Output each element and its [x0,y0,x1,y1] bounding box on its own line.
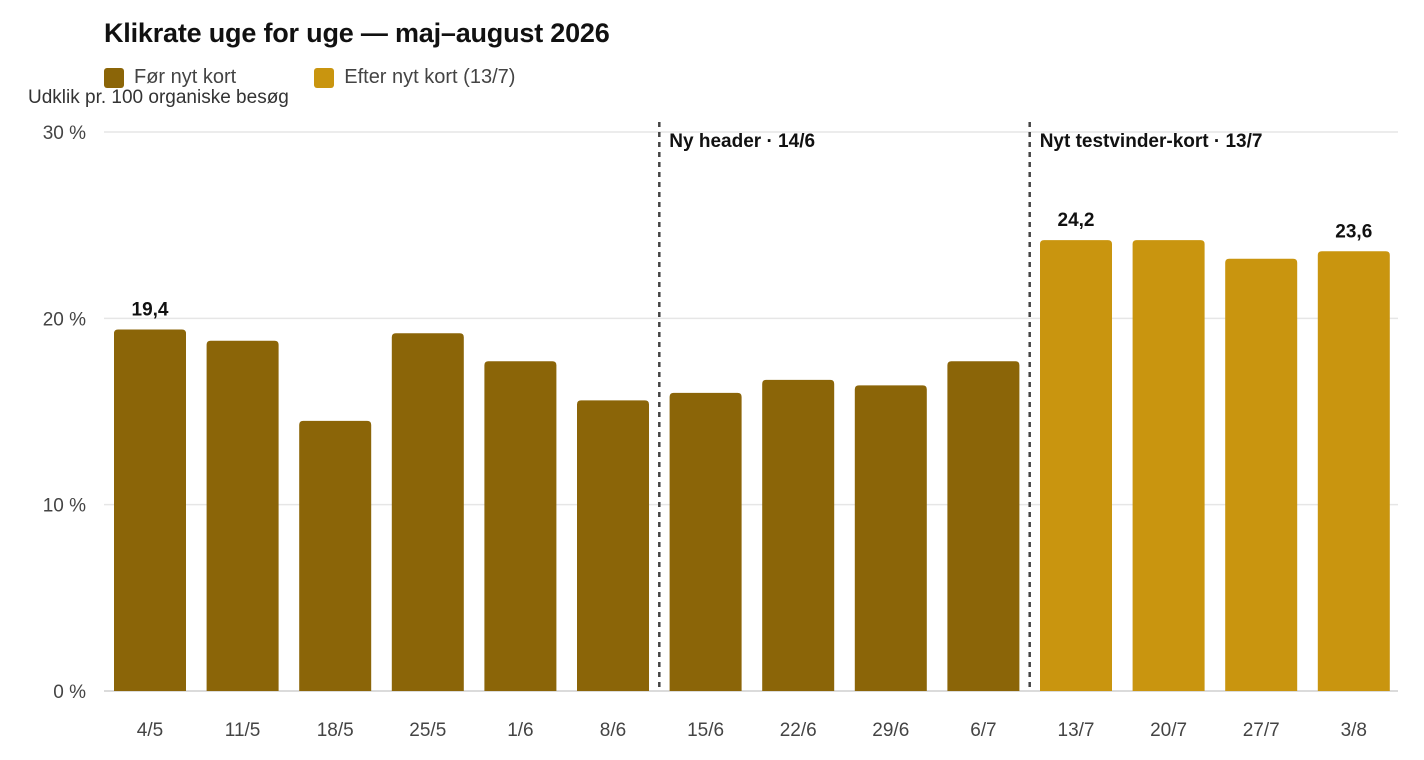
annotation-label: Nyt testvinder-kort · 13/7 [1040,131,1263,152]
annotation-label: Ny header · 14/6 [669,131,815,152]
x-tick-label: 13/7 [1058,720,1095,741]
y-axis-label: Udklik pr. 100 organiske besøg [28,87,289,108]
x-tick-label: 4/5 [137,720,163,741]
bar-before [762,379,835,691]
x-tick-label: 11/5 [225,720,261,741]
x-tick-label: 6/7 [970,720,996,741]
x-tick-label: 25/5 [409,720,446,741]
legend-label-after: Efter nyt kort (13/7) [344,66,516,88]
x-tick-label: 3/8 [1341,720,1367,741]
legend-item-after: Efter nyt kort (13/7) [314,66,515,89]
y-tick-label: 10 % [43,496,86,517]
x-tick-label: 18/5 [317,720,354,741]
bar-after [1132,240,1205,691]
bar-before [854,385,927,691]
bar-before [577,400,649,691]
bar-before [391,333,464,691]
bar-before [669,392,742,691]
data-label: 24,2 [1058,210,1095,231]
data-label: 23,6 [1335,221,1372,242]
x-tick-label: 20/7 [1150,720,1187,741]
bar-after [1317,251,1390,691]
x-tick-label: 1/6 [507,720,533,741]
legend-label-before: Før nyt kort [134,66,237,88]
y-tick-label: 20 % [43,309,86,330]
x-tick-label: 27/7 [1243,720,1280,741]
y-tick-label: 30 % [43,123,86,144]
bar-before [206,340,279,691]
x-tick-label: 8/6 [600,720,626,741]
data-label: 19,4 [132,300,169,321]
legend: Før nyt kort Efter nyt kort (13/7) [104,66,593,89]
x-tick-label: 29/6 [872,720,909,741]
chart-title: Klikrate uge for uge — maj–august 2026 [104,18,610,48]
bar-after [1225,258,1298,691]
legend-swatch-after [314,67,335,88]
x-tick-label: 15/6 [687,720,724,741]
bar-before [947,361,1020,691]
x-tick-label: 22/6 [780,720,817,741]
legend-swatch-before [104,67,124,88]
bar-before [114,329,186,691]
y-tick-label: 0 % [53,682,86,703]
bar-before [299,420,372,691]
bar-after [1040,240,1112,691]
bar-before [484,361,557,691]
legend-item-before: Før nyt kort [104,66,236,89]
